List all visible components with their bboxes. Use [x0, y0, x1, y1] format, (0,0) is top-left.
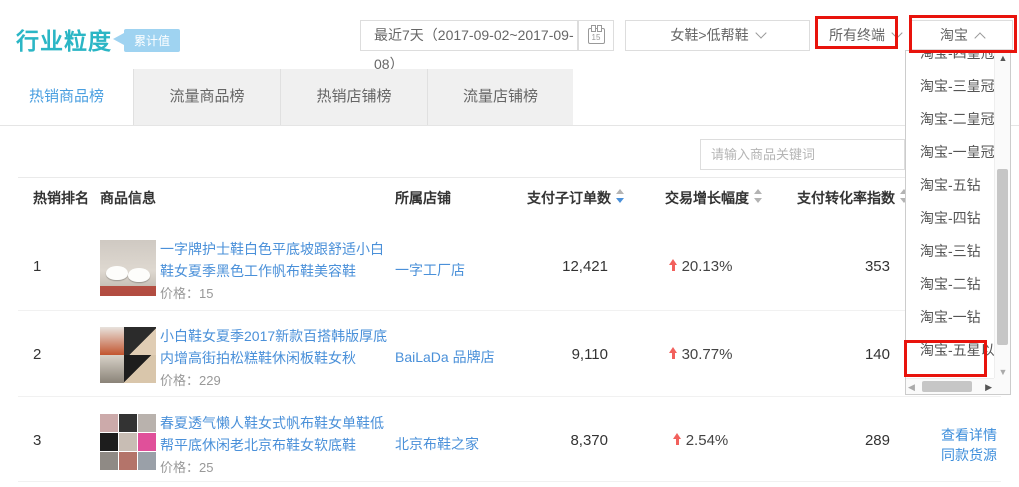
product-image[interactable] — [100, 327, 156, 383]
platform-option[interactable]: 淘宝-二皇冠 — [920, 111, 994, 127]
sort-icon[interactable] — [616, 189, 625, 203]
platform-option[interactable]: 淘宝-一皇冠 — [920, 144, 994, 160]
terminal-label: 所有终端 — [829, 27, 885, 43]
tab-hot-products[interactable]: 热销商品榜 — [0, 69, 133, 125]
platform-selector[interactable]: 淘宝 — [911, 20, 1013, 50]
product-image[interactable] — [100, 414, 156, 470]
column-header-growth[interactable]: 交易增长幅度 — [665, 188, 763, 208]
orders-value: 8,370 — [570, 432, 608, 449]
tab-hot-shops[interactable]: 热销店铺榜 — [280, 69, 427, 125]
platform-option[interactable]: 淘宝-五钻 — [920, 177, 981, 193]
platform-option[interactable]: 淘宝-三皇冠 — [920, 78, 994, 94]
orders-value: 9,110 — [571, 346, 608, 363]
chevron-down-icon — [754, 27, 767, 39]
date-range-selector[interactable]: 最近7天（2017-09-02~2017-09-08） — [360, 20, 578, 72]
rank-value: 2 — [33, 346, 42, 363]
scrollbar-thumb[interactable] — [997, 169, 1008, 345]
conversion-value: 140 — [864, 346, 890, 363]
platform-option[interactable]: 淘宝-四钻 — [920, 210, 981, 226]
view-detail-link[interactable]: 查看详情 — [941, 427, 997, 443]
shop-link[interactable]: 北京布鞋之家 — [395, 436, 479, 452]
tab-bar: 热销商品榜 流量商品榜 热销店铺榜 流量店铺榜 — [0, 69, 1019, 126]
page-title: 行业粒度 — [16, 28, 112, 54]
conversion-value: 289 — [864, 432, 890, 449]
cumulative-value-badge: 累计值 — [124, 29, 181, 52]
growth-value: 20.13% — [640, 258, 760, 275]
date-range-label: 最近7天（2017-09-02~2017-09-08） — [374, 27, 574, 72]
scroll-left-icon[interactable]: ◀ — [908, 382, 915, 392]
tab-traffic-shops[interactable]: 流量店铺榜 — [427, 69, 573, 125]
platform-option[interactable]: 淘宝-二钻 — [920, 276, 981, 292]
up-arrow-icon — [668, 347, 679, 359]
product-title-link[interactable]: 一字牌护士鞋白色平底坡跟舒适小白鞋女夏季黑色工作帆布鞋美容鞋 — [160, 241, 384, 279]
growth-value: 30.77% — [640, 346, 760, 363]
product-price: 价格：25 — [160, 460, 214, 475]
vertical-scrollbar[interactable]: ▲ ▼ — [994, 51, 1010, 379]
orders-value: 12,421 — [562, 258, 608, 275]
shop-link[interactable]: BaiLaDa 品牌店 — [395, 349, 495, 365]
category-label: 女鞋>低帮鞋 — [670, 27, 749, 43]
sort-icon[interactable] — [900, 189, 909, 203]
column-header-shop: 所属店铺 — [395, 190, 451, 206]
product-image[interactable] — [100, 240, 156, 296]
column-header-orders[interactable]: 支付子订单数 — [527, 188, 625, 208]
sort-icon[interactable] — [754, 189, 763, 203]
product-title-link[interactable]: 小白鞋女夏季2017新款百搭韩版厚底内增高街拍松糕鞋休闲板鞋女秋 — [160, 328, 388, 366]
platform-option[interactable]: 淘宝-五星以下 — [920, 342, 994, 358]
chevron-down-icon — [891, 27, 903, 39]
up-arrow-icon — [672, 433, 683, 445]
platform-option[interactable]: 淘宝-四皇冠 — [920, 50, 994, 61]
conversion-value: 353 — [864, 258, 890, 275]
column-header-info: 商品信息 — [100, 190, 156, 206]
horizontal-scrollbar[interactable]: ◀ ▶ — [906, 378, 994, 394]
same-style-source-link[interactable]: 同款货源 — [941, 447, 997, 463]
row-divider — [18, 481, 1001, 482]
platform-option[interactable]: 淘宝-三钻 — [920, 243, 981, 259]
platform-option[interactable]: 淘宝-一钻 — [920, 309, 981, 325]
scroll-right-icon[interactable]: ▶ — [985, 382, 992, 392]
growth-value: 2.54% — [640, 432, 760, 449]
shop-link[interactable]: 一字工厂店 — [395, 262, 465, 278]
calendar-icon: 15 — [587, 25, 605, 44]
scroll-down-icon[interactable]: ▼ — [998, 367, 1008, 377]
badge-arrow — [113, 33, 124, 45]
chevron-up-icon — [974, 32, 986, 44]
rank-value: 1 — [33, 258, 42, 275]
row-divider — [18, 396, 1001, 397]
table-row: 1 一字牌护士鞋白色平底坡跟舒适小白鞋女夏季黑色工作帆布鞋美容鞋 价格：15 一… — [0, 0, 1019, 301]
column-header-conversion[interactable]: 支付转化率指数 — [797, 188, 909, 208]
terminal-selector[interactable]: 所有终端 — [829, 20, 903, 51]
scrollbar-corner — [994, 378, 1010, 394]
platform-dropdown: 淘宝-四皇冠 淘宝-三皇冠 淘宝-二皇冠 淘宝-一皇冠 淘宝-五钻 淘宝-四钻 … — [905, 50, 1011, 395]
scrollbar-thumb[interactable] — [922, 381, 972, 392]
row-divider — [18, 310, 1001, 311]
platform-label: 淘宝 — [940, 27, 968, 43]
product-price: 价格：229 — [160, 373, 221, 388]
platform-option-list: 淘宝-四皇冠 淘宝-三皇冠 淘宝-二皇冠 淘宝-一皇冠 淘宝-五钻 淘宝-四钻 … — [906, 51, 994, 367]
product-title-link[interactable]: 春夏透气懒人鞋女式帆布鞋女单鞋低帮平底休闲老北京布鞋女软底鞋 — [160, 415, 384, 453]
up-arrow-icon — [668, 259, 679, 271]
scroll-up-icon[interactable]: ▲ — [998, 53, 1008, 63]
product-keyword-search-input[interactable] — [700, 139, 905, 170]
category-selector[interactable]: 女鞋>低帮鞋 — [625, 20, 810, 51]
tab-traffic-products[interactable]: 流量商品榜 — [133, 69, 280, 125]
rank-value: 3 — [33, 432, 42, 449]
column-header-rank: 热销排名 — [33, 190, 89, 206]
product-price: 价格：15 — [160, 286, 214, 301]
calendar-button[interactable]: 15 — [578, 20, 614, 51]
divider — [18, 177, 1001, 178]
